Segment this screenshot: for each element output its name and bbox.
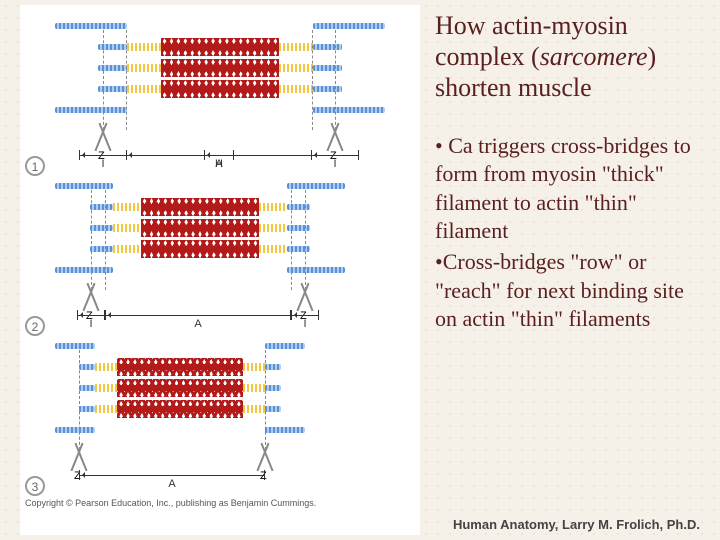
myosin-segment (161, 59, 279, 77)
myosin-row (55, 239, 345, 259)
coil-segment (113, 203, 141, 211)
coil-segment (127, 43, 161, 51)
actin-segment (265, 406, 281, 412)
actin-segment (313, 44, 342, 50)
actin-row (55, 260, 345, 280)
bullet-list: • Ca triggers cross-bridges to form from… (435, 132, 700, 334)
title-line2a: complex ( (435, 42, 540, 71)
h-zone-label: H (204, 150, 234, 170)
actin-segment (287, 183, 345, 189)
actin-segment (55, 107, 127, 113)
text-panel: How actin-myosin complex (sarcomere) sho… (420, 0, 720, 540)
bullet-2: •Cross-bridges "row" or "reach" for next… (435, 248, 700, 334)
coil-segment (95, 384, 117, 392)
myosin-row (55, 218, 345, 238)
actin-segment (90, 246, 113, 252)
myosin-segment (141, 198, 259, 216)
actin-segment (265, 427, 305, 433)
copyright-line: Copyright © Pearson Education, Inc., pub… (25, 498, 415, 508)
myosin-segment (117, 358, 243, 376)
actin-segment (287, 267, 345, 273)
coil-segment (95, 405, 117, 413)
coil-segment (259, 203, 287, 211)
actin-segment (265, 385, 281, 391)
actin-segment (313, 65, 342, 71)
stage-number: 3 (25, 476, 45, 496)
actin-row (55, 176, 345, 196)
myosin-row (55, 197, 345, 217)
coil-segment (127, 64, 161, 72)
actin-segment (79, 364, 95, 370)
actin-segment (313, 23, 385, 29)
coil-segment (95, 363, 117, 371)
myosin-segment (117, 400, 243, 418)
coil-segment (279, 64, 313, 72)
sarcomere-diagram-panel: 1ZZAHII2ZZAII3ZZA Copyright © Pearson Ed… (20, 5, 420, 535)
sarcomere-stage-3: 3ZZA (25, 336, 415, 490)
i-band-label: I (79, 150, 127, 170)
coil-segment (259, 245, 287, 253)
myosin-segment (141, 219, 259, 237)
actin-segment (55, 23, 127, 29)
sarcomere-stage-2: 2ZZAII (25, 176, 415, 330)
i-band-label: I (77, 310, 105, 330)
actin-segment (79, 406, 95, 412)
band-label-row: ZZAII (55, 282, 345, 330)
coil-segment (279, 85, 313, 93)
actin-segment (90, 225, 113, 231)
actin-segment (313, 86, 342, 92)
actin-segment (90, 204, 113, 210)
actin-segment (55, 427, 95, 433)
band-label-row: ZZA (55, 442, 305, 490)
stage-number: 2 (25, 316, 45, 336)
title-line1: How actin-myosin (435, 11, 628, 40)
actin-segment (313, 107, 385, 113)
title-line2b: ) (648, 42, 657, 71)
myosin-row (55, 399, 305, 419)
coil-segment (279, 43, 313, 51)
myosin-segment (117, 379, 243, 397)
coil-segment (243, 405, 265, 413)
actin-row (55, 336, 305, 356)
title-line3: shorten muscle (435, 73, 592, 102)
i-band-label: I (311, 150, 359, 170)
myosin-row (55, 357, 305, 377)
band-label-row: ZZAHII (55, 122, 385, 170)
actin-segment (55, 343, 95, 349)
myosin-segment (141, 240, 259, 258)
coil-segment (113, 224, 141, 232)
coil-segment (113, 245, 141, 253)
bullet-1: • Ca triggers cross-bridges to form from… (435, 132, 700, 246)
actin-row (55, 420, 305, 440)
coil-segment (127, 85, 161, 93)
myosin-row (55, 378, 305, 398)
a-band-label: A (79, 470, 265, 490)
title-line2-em: sarcomere (540, 42, 648, 71)
slide-title: How actin-myosin complex (sarcomere) sho… (435, 10, 700, 104)
sarcomere-stage-1: 1ZZAHII (25, 16, 415, 170)
stage-number: 1 (25, 156, 45, 176)
actin-segment (265, 364, 281, 370)
actin-segment (265, 343, 305, 349)
footer-credit: Human Anatomy, Larry M. Frolich, Ph.D. (453, 517, 700, 532)
i-band-label: I (291, 310, 319, 330)
actin-segment (55, 183, 113, 189)
myosin-segment (161, 80, 279, 98)
coil-segment (243, 363, 265, 371)
myosin-segment (161, 38, 279, 56)
coil-segment (243, 384, 265, 392)
coil-segment (259, 224, 287, 232)
actin-segment (79, 385, 95, 391)
a-band-label: A (105, 310, 291, 330)
